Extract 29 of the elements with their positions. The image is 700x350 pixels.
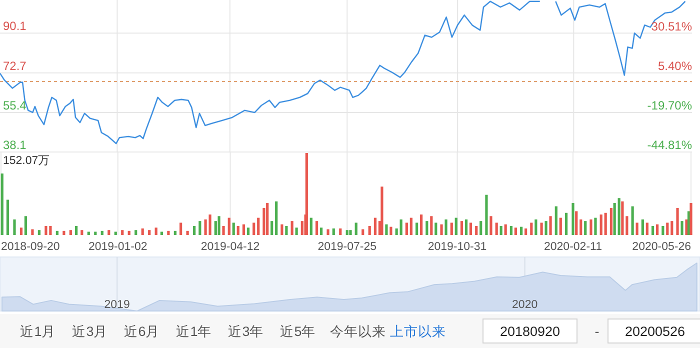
x-tick-label: 2019-10-31: [428, 241, 487, 253]
x-tick-label: 2020: [512, 299, 538, 311]
y2-tick-label: 30.51%: [651, 19, 692, 34]
annotation: 152.07万: [3, 154, 50, 167]
x-tick-label: 2019-04-12: [200, 241, 260, 253]
x-tick-label: 2020-02-11: [544, 241, 602, 253]
x-tick-label: 2020-05-26: [632, 241, 691, 253]
y2-tick-label: -19.70%: [647, 98, 692, 112]
text: 近1月: [20, 324, 56, 339]
y-tick-label: 38.1: [3, 138, 27, 152]
text: -: [594, 324, 600, 339]
text: 20200526: [624, 324, 686, 339]
text: 近3年: [228, 324, 264, 339]
x-tick-label: 2019-01-02: [88, 241, 148, 253]
text: 近1年: [176, 324, 212, 339]
y2-tick-label: 5.40%: [658, 58, 692, 73]
text: 今年以来: [330, 324, 386, 339]
x-tick-label: 2019-07-25: [318, 241, 377, 253]
text: 近5年: [280, 324, 316, 339]
text: 近6月: [124, 324, 160, 339]
y-tick-label: 55.4: [3, 98, 27, 112]
text: 上市以来: [390, 324, 446, 339]
y2-tick-label: -44.81%: [647, 138, 692, 152]
y-tick-label: 72.7: [3, 58, 27, 73]
text: 近3月: [72, 324, 108, 339]
x-tick-label: 2019: [104, 299, 130, 311]
text: 20180920: [500, 324, 560, 339]
y-tick-label: 90.1: [3, 19, 27, 34]
x-tick-label: 2018-09-20: [1, 241, 60, 253]
